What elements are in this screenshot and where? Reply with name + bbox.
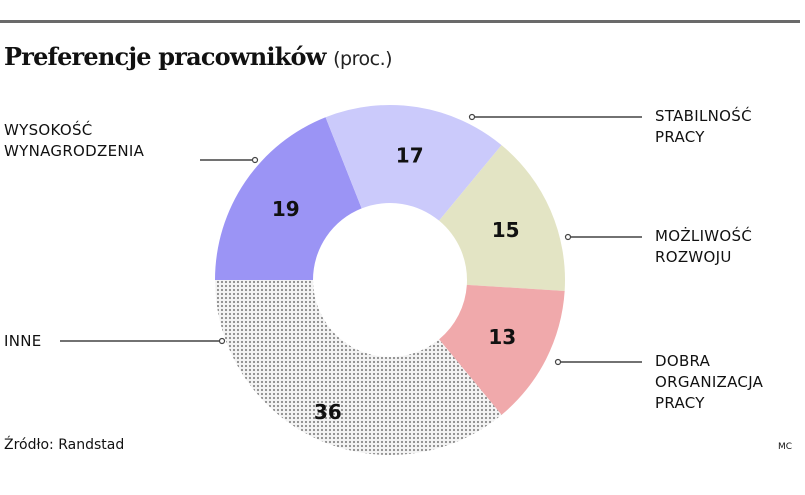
value-label-1: 17 <box>396 144 424 168</box>
source-note: Źródło: Randstad <box>4 437 125 453</box>
title-text: Preferencje pracowników <box>4 42 326 71</box>
chart-title: Preferencje pracowników (proc.) <box>4 42 393 71</box>
slice-0 <box>215 117 362 280</box>
value-label-4: 36 <box>314 400 342 424</box>
slice-1 <box>325 105 502 221</box>
value-label-2: 15 <box>492 218 520 242</box>
slice-3 <box>439 284 565 415</box>
leader-dot-3 <box>554 358 562 366</box>
value-label-3: 13 <box>488 325 516 349</box>
title-unit: (proc.) <box>333 48 393 70</box>
label-inne: INNE <box>4 332 42 350</box>
slice-4 <box>215 280 502 455</box>
credit: MC <box>778 442 793 452</box>
leader-dot-2 <box>564 233 572 241</box>
leader-dot-4 <box>218 337 226 345</box>
slice-2 <box>439 145 565 291</box>
label-dobra-organizacja-pracy: DOBRA ORGANIZACJA PRACY <box>655 352 764 412</box>
leader-dot-1 <box>468 113 476 121</box>
top-rule <box>0 20 800 23</box>
label-stabilnosc-pracy: STABILNOŚĆ PRACY <box>655 107 752 146</box>
leader-dot-0 <box>251 156 259 164</box>
label-wysokosc-wynagrodzenia: WYSOKOŚĆ WYNAGRODZENIA <box>4 121 145 160</box>
label-mozliwosc-rozwoju: MOŻLIWOŚĆ ROZWOJU <box>655 227 753 266</box>
value-label-0: 19 <box>272 197 300 221</box>
